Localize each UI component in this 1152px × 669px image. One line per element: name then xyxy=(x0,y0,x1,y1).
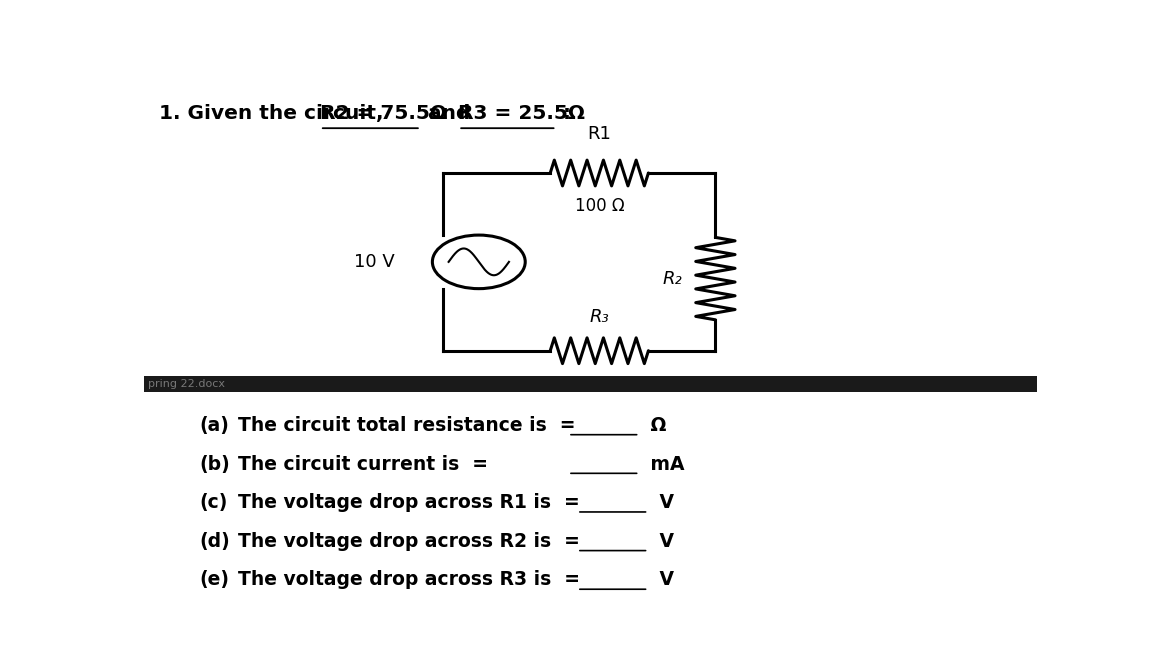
Text: and: and xyxy=(420,104,477,123)
Text: V: V xyxy=(653,493,674,512)
Text: 1. Given the circuit,: 1. Given the circuit, xyxy=(159,104,391,123)
Text: 10 V: 10 V xyxy=(354,253,395,271)
Text: R1: R1 xyxy=(588,125,612,143)
Bar xyxy=(144,377,1037,392)
Text: R2 = 75.5Ω: R2 = 75.5Ω xyxy=(320,104,447,123)
Text: (e): (e) xyxy=(199,571,229,589)
Text: (b): (b) xyxy=(199,454,230,474)
Text: (c): (c) xyxy=(199,493,228,512)
Text: (d): (d) xyxy=(199,532,230,551)
Text: The circuit total resistance is  =: The circuit total resistance is = xyxy=(237,416,582,435)
Text: R₂: R₂ xyxy=(662,270,682,288)
Text: V: V xyxy=(653,571,674,589)
Text: Ω: Ω xyxy=(644,416,666,435)
Text: The voltage drop across R1 is  =: The voltage drop across R1 is = xyxy=(237,493,586,512)
Text: The voltage drop across R3 is  =: The voltage drop across R3 is = xyxy=(237,571,586,589)
Text: pring 22.docx: pring 22.docx xyxy=(149,379,226,389)
Text: R3 = 25.5Ω: R3 = 25.5Ω xyxy=(458,104,585,123)
Text: mA: mA xyxy=(644,454,684,474)
Text: 100 Ω: 100 Ω xyxy=(575,197,624,215)
Text: The voltage drop across R2 is  =: The voltage drop across R2 is = xyxy=(237,532,586,551)
Text: R₃: R₃ xyxy=(590,308,609,326)
Text: V: V xyxy=(653,532,674,551)
Text: The circuit current is  =: The circuit current is = xyxy=(237,454,494,474)
Text: :: : xyxy=(556,104,571,123)
Text: (a): (a) xyxy=(199,416,229,435)
